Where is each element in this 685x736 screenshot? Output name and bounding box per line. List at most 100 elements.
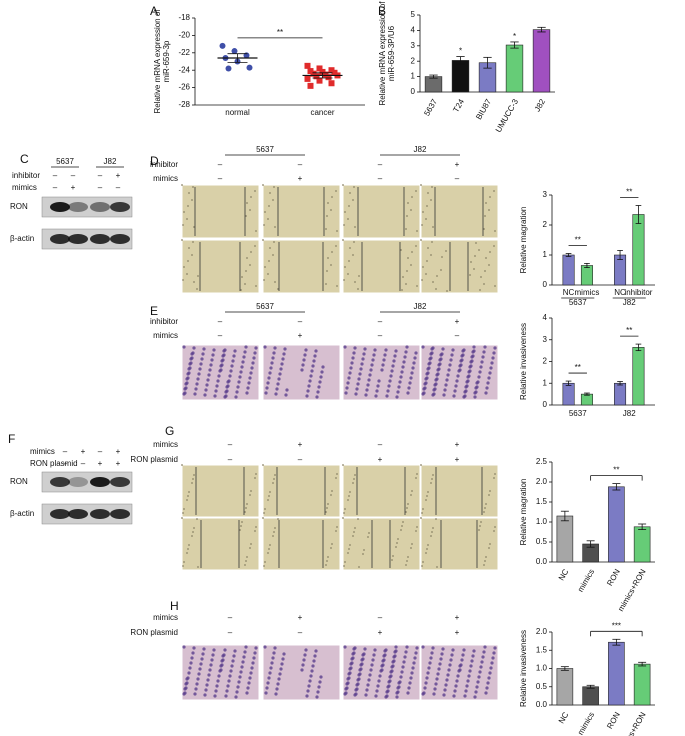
invaded-cell <box>242 355 246 359</box>
invaded-cell <box>450 353 454 357</box>
invaded-cell <box>251 661 255 665</box>
invaded-cell <box>244 645 248 649</box>
cell-dot <box>354 281 356 283</box>
wound-image <box>342 184 421 239</box>
treatment-sign: + <box>116 171 121 180</box>
invaded-cell <box>391 364 395 368</box>
invaded-cell <box>358 668 362 672</box>
x-tick-label: J82 <box>533 97 548 113</box>
invaded-cell <box>473 695 477 699</box>
invaded-cell <box>301 363 305 367</box>
invaded-cell <box>456 374 460 378</box>
row-label: mimics <box>12 183 37 192</box>
cell-dot <box>331 543 333 545</box>
invaded-cell <box>401 365 405 369</box>
invaded-cell <box>397 681 401 685</box>
data-point <box>328 80 335 87</box>
cell-dot <box>262 184 264 186</box>
invaded-cell <box>444 383 448 387</box>
invaded-cell <box>346 381 350 385</box>
y-tick-label: 1 <box>411 72 416 81</box>
invaded-cell <box>477 375 481 379</box>
invaded-cell <box>403 655 407 659</box>
invaded-cell <box>239 370 243 374</box>
cell-dot <box>330 547 332 549</box>
invaded-cell <box>448 363 452 367</box>
invaded-cell <box>223 648 227 652</box>
cell-dot <box>402 276 404 278</box>
invaded-cell <box>406 391 410 395</box>
cell-dot <box>267 218 269 220</box>
x-tick-label: RON <box>605 567 622 587</box>
invaded-cell <box>206 678 210 682</box>
x-tick-label: BIU87 <box>474 97 493 121</box>
cell-dot <box>181 464 183 466</box>
invaded-cell <box>183 687 187 691</box>
invaded-cell <box>411 366 415 370</box>
invaded-cell <box>384 348 388 352</box>
invaded-cell <box>479 665 483 669</box>
invaded-cell <box>208 368 212 372</box>
invaded-cell <box>421 692 425 696</box>
cell-dot <box>347 218 349 220</box>
invaded-cell <box>248 676 252 680</box>
cell-dot <box>186 552 188 554</box>
invaded-cell <box>213 694 217 698</box>
cell-dot <box>425 218 427 220</box>
y-tick-label: 0.0 <box>536 700 548 709</box>
invaded-cell <box>237 380 241 384</box>
invaded-cell <box>216 379 220 383</box>
invaded-cell <box>229 369 233 373</box>
cell-dot <box>410 264 412 266</box>
invaded-cell <box>407 686 411 690</box>
invaded-cell <box>220 659 224 663</box>
invaded-cell <box>445 678 449 682</box>
invaded-cell <box>254 346 258 350</box>
invaded-cell <box>240 365 244 369</box>
invaded-cell <box>316 690 320 694</box>
x-tick-label: NC <box>563 288 575 297</box>
invaded-cell <box>395 695 399 699</box>
invaded-cell <box>212 648 216 652</box>
invaded-cell <box>442 693 446 697</box>
invaded-cell <box>348 371 352 375</box>
invaded-cell <box>209 363 213 367</box>
invaded-cell <box>226 380 230 384</box>
cell-dot <box>183 508 185 510</box>
cell-dot <box>349 491 351 493</box>
cell-dot <box>493 530 495 532</box>
cell-dot <box>407 202 409 204</box>
invaded-cell <box>461 349 465 353</box>
invaded-cell <box>399 675 403 679</box>
cell-dot <box>191 535 193 537</box>
invaded-cell <box>193 392 197 396</box>
y-axis-label: miR-659-3P/U6 <box>387 25 396 81</box>
cell-dot <box>331 196 333 198</box>
invaded-cell <box>228 374 232 378</box>
invaded-cell <box>414 651 418 655</box>
invaded-cell <box>265 686 269 690</box>
cell-dot <box>430 199 432 201</box>
cell-dot <box>269 544 271 546</box>
invaded-cell <box>404 650 408 654</box>
cell-dot <box>343 565 345 567</box>
cell-dot <box>352 199 354 201</box>
treatment-sign: + <box>455 613 460 622</box>
invaded-cell <box>464 689 468 693</box>
invaded-cell <box>441 347 445 351</box>
cell-line-label: J82 <box>104 157 117 166</box>
cell-dot <box>273 478 275 480</box>
invaded-cell <box>230 664 234 668</box>
invaded-cell <box>426 367 430 371</box>
cell-dot <box>192 241 194 243</box>
invasion-image <box>342 344 421 401</box>
y-tick-label: 2.5 <box>536 457 548 466</box>
cell-dot <box>335 190 337 192</box>
invaded-cell <box>433 687 437 691</box>
invaded-cell <box>410 371 414 375</box>
treatment-sign: – <box>98 447 103 456</box>
row-label: RON plasmid <box>130 455 178 464</box>
cell-dot <box>353 186 355 188</box>
invaded-cell <box>185 677 189 681</box>
cell-dot <box>494 230 496 232</box>
